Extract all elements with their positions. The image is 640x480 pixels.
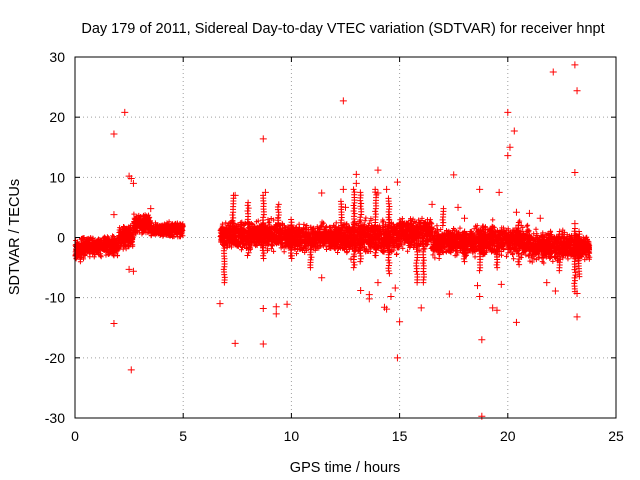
data-point bbox=[113, 243, 119, 249]
data-point bbox=[159, 229, 165, 235]
data-point bbox=[107, 250, 113, 256]
data-point bbox=[109, 240, 115, 246]
data-point bbox=[96, 251, 102, 257]
data-point bbox=[93, 245, 99, 251]
data-point bbox=[157, 223, 163, 229]
data-point bbox=[120, 236, 126, 242]
data-point bbox=[135, 220, 141, 226]
data-point bbox=[162, 226, 168, 232]
data-point bbox=[144, 221, 150, 227]
data-point bbox=[511, 256, 517, 262]
data-point bbox=[73, 248, 79, 254]
data-point bbox=[137, 214, 143, 220]
data-point bbox=[103, 243, 109, 249]
data-points bbox=[72, 61, 593, 420]
data-point bbox=[105, 241, 111, 247]
data-point bbox=[134, 216, 140, 222]
data-point bbox=[180, 233, 186, 239]
data-point bbox=[126, 244, 132, 250]
data-point bbox=[157, 224, 163, 230]
data-point bbox=[116, 246, 122, 252]
data-point bbox=[88, 235, 94, 241]
data-point bbox=[112, 238, 118, 244]
data-point bbox=[78, 240, 84, 246]
data-point bbox=[79, 247, 85, 253]
data-point bbox=[128, 231, 134, 237]
data-point bbox=[92, 240, 98, 246]
data-point bbox=[117, 225, 123, 231]
data-point bbox=[83, 248, 89, 254]
data-point bbox=[394, 251, 400, 257]
data-point bbox=[363, 215, 369, 221]
data-point bbox=[79, 238, 85, 244]
data-point bbox=[335, 250, 341, 256]
data-point bbox=[166, 232, 172, 238]
data-point bbox=[490, 217, 496, 223]
data-point bbox=[238, 247, 244, 253]
data-point bbox=[131, 211, 137, 217]
data-point bbox=[116, 229, 122, 235]
data-point bbox=[145, 217, 151, 223]
data-point bbox=[84, 244, 90, 250]
data-point bbox=[123, 243, 129, 249]
data-point bbox=[156, 230, 162, 236]
data-point bbox=[127, 226, 133, 232]
data-point bbox=[170, 224, 176, 230]
data-point bbox=[84, 239, 90, 245]
data-point bbox=[97, 240, 103, 246]
chart-title: Day 179 of 2011, Sidereal Day-to-day VTE… bbox=[81, 21, 604, 37]
data-point bbox=[118, 240, 124, 246]
data-point bbox=[99, 237, 105, 243]
data-point bbox=[125, 238, 131, 244]
data-point bbox=[111, 235, 117, 241]
data-point bbox=[133, 231, 139, 237]
data-point bbox=[98, 246, 104, 252]
data-point bbox=[120, 240, 126, 246]
data-point bbox=[124, 228, 130, 234]
data-point bbox=[98, 245, 104, 251]
data-point bbox=[101, 247, 107, 253]
data-point bbox=[87, 243, 93, 249]
data-point bbox=[269, 242, 275, 248]
data-point bbox=[106, 242, 112, 248]
data-point bbox=[281, 249, 287, 255]
data-point bbox=[434, 223, 440, 229]
data-point bbox=[150, 230, 156, 236]
data-point bbox=[436, 255, 442, 261]
data-point bbox=[173, 220, 179, 226]
data-point bbox=[78, 254, 84, 260]
data-point bbox=[179, 223, 185, 229]
data-point bbox=[120, 223, 126, 229]
data-point bbox=[110, 252, 116, 258]
data-point bbox=[152, 226, 158, 232]
data-point bbox=[109, 236, 115, 242]
data-point bbox=[525, 222, 531, 228]
data-point bbox=[136, 223, 142, 229]
data-point bbox=[271, 248, 277, 254]
data-point bbox=[133, 225, 139, 231]
data-point bbox=[80, 250, 86, 256]
data-point bbox=[120, 231, 126, 237]
data-point bbox=[115, 236, 121, 242]
data-point bbox=[105, 235, 111, 241]
data-point bbox=[111, 253, 117, 259]
data-point bbox=[140, 229, 146, 235]
data-point bbox=[82, 252, 88, 258]
data-point bbox=[112, 248, 118, 254]
data-point bbox=[142, 214, 148, 220]
data-point bbox=[130, 236, 136, 242]
data-point bbox=[153, 223, 159, 229]
data-point bbox=[94, 248, 100, 254]
data-point bbox=[140, 222, 146, 228]
data-point bbox=[89, 239, 95, 245]
data-point bbox=[174, 229, 180, 235]
data-point bbox=[87, 254, 93, 260]
